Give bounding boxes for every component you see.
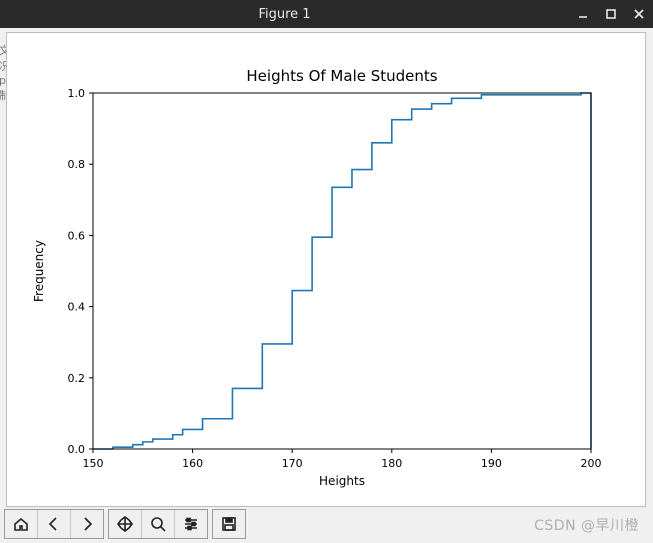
x-ticks: 150 160 170 180 190 200: [83, 449, 602, 470]
chart-svg: Heights Of Male Students 150 160 170 180 190…: [7, 33, 645, 506]
y-tick-label: 1.0: [68, 87, 86, 100]
save-button[interactable]: [213, 510, 245, 538]
chart-title: Heights Of Male Students: [246, 67, 437, 85]
toolbar-group: [108, 509, 208, 539]
minimize-button[interactable]: [569, 0, 597, 28]
y-tick-label: 0.6: [68, 229, 86, 242]
configure-icon: [182, 515, 200, 533]
back-icon: [45, 515, 63, 533]
x-tick-label: 190: [481, 457, 502, 470]
pan-button[interactable]: [109, 510, 142, 538]
y-tick-label: 0.0: [68, 443, 86, 456]
x-tick-label: 160: [182, 457, 203, 470]
forward-icon: [78, 515, 96, 533]
zoom-icon: [149, 515, 167, 533]
zoom-button[interactable]: [142, 510, 175, 538]
watermark: CSDN @早川橙: [534, 515, 639, 535]
figure-window: Figure 1 文 况 p 制 Heights Of Male Student…: [0, 0, 653, 543]
maximize-button[interactable]: [597, 0, 625, 28]
back-button[interactable]: [38, 510, 71, 538]
toolbar-group: [4, 509, 104, 539]
x-tick-label: 150: [83, 457, 104, 470]
axes-spines: [93, 93, 591, 449]
close-button[interactable]: [625, 0, 653, 28]
home-icon: [12, 515, 30, 533]
matplotlib-toolbar: [4, 509, 250, 539]
window-titlebar: Figure 1: [0, 0, 653, 28]
y-tick-label: 0.8: [68, 158, 86, 171]
save-icon: [220, 515, 238, 533]
forward-button[interactable]: [71, 510, 103, 538]
x-tick-label: 200: [581, 457, 602, 470]
pan-icon: [116, 515, 134, 533]
y-ticks: 0.0 0.2 0.4 0.6 0.8 1.0: [68, 87, 94, 456]
configure-button[interactable]: [175, 510, 207, 538]
home-button[interactable]: [5, 510, 38, 538]
y-tick-label: 0.2: [68, 372, 86, 385]
x-tick-label: 180: [381, 457, 402, 470]
cdf-line: [93, 93, 591, 449]
toolbar-group: [212, 509, 246, 539]
y-tick-label: 0.4: [68, 301, 86, 314]
x-tick-label: 170: [282, 457, 303, 470]
y-axis-label: Frequency: [32, 240, 46, 302]
x-axis-label: Heights: [319, 474, 365, 488]
window-title: Figure 1: [0, 7, 569, 22]
figure-canvas: Heights Of Male Students 150 160 170 180 190…: [6, 32, 646, 507]
